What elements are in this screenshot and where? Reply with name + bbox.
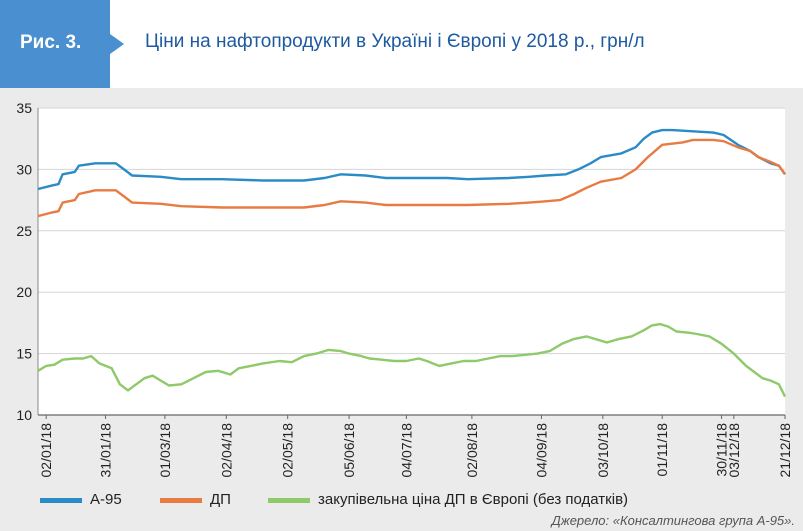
y-tick-label-35: 35 (16, 100, 32, 116)
x-tick-label-12: 03/12/18 (726, 423, 742, 478)
source-note: Джерело: «Консалтингова група А-95». (551, 513, 795, 528)
y-tick-label-25: 25 (16, 223, 32, 239)
legend-swatch-europe (268, 498, 310, 503)
y-tick-label-10: 10 (16, 407, 32, 423)
legend-label-dp: ДП (210, 491, 231, 508)
chart-title: Ціни на нафтопродукти в Україні і Європі… (145, 31, 645, 52)
x-tick-label-2: 01/03/18 (157, 423, 173, 478)
x-tick-label-13: 21/12/18 (777, 423, 793, 478)
y-tick-label-30: 30 (16, 161, 32, 177)
x-tick-label-8: 04/09/18 (533, 423, 549, 478)
figure-badge: Рис. 3. (0, 0, 128, 88)
legend-label-a95: А-95 (90, 491, 122, 508)
series-line-1 (37, 138, 786, 218)
figure-badge-shape (0, 0, 124, 88)
legend-swatch-dp (160, 498, 202, 503)
plot-background (38, 108, 785, 415)
legend-swatch-a95 (40, 498, 82, 503)
header-band (0, 0, 803, 88)
y-tick-label-15: 15 (16, 346, 32, 362)
line-chart: 10 15 20 25 30 35 02/01/18 31/01/18 01/03/18 02/0… (16, 100, 793, 478)
x-tick-label-11: 30/11/18 (714, 423, 730, 477)
legend-label-europe: закупівельна ціна ДП в Європі (без подат… (318, 491, 629, 508)
x-tick-label-1: 31/01/18 (98, 423, 114, 478)
series-line-0 (37, 128, 786, 191)
x-tick-label-6: 04/07/18 (398, 423, 414, 478)
x-tick-label-3: 02/04/18 (218, 423, 234, 478)
chart-area: 10 15 20 25 30 35 02/01/18 31/01/18 01/03/18 02/0… (0, 88, 803, 531)
x-tick-label-10: 01/11/18 (654, 423, 670, 477)
x-tick-label-9: 03/10/18 (595, 423, 611, 478)
x-tick-label-7: 02/08/18 (464, 423, 480, 478)
x-tick-label-4: 02/05/18 (280, 423, 296, 478)
series-line-2 (37, 322, 787, 398)
y-tick-label-20: 20 (16, 284, 32, 300)
x-tick-label-5: 05/06/18 (341, 423, 357, 478)
x-tick-label-0: 02/01/18 (38, 423, 54, 478)
figure-label: Рис. 3. (20, 32, 82, 53)
